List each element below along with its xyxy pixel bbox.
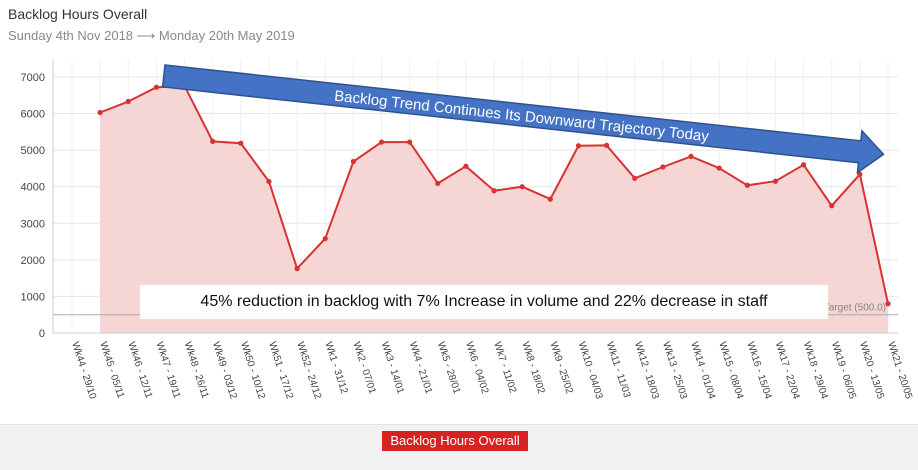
x-tick-label: Wk14 - 01/04 xyxy=(688,341,717,401)
x-tick-label: Wk16 - 15/04 xyxy=(744,341,773,401)
data-point xyxy=(350,158,356,165)
data-point xyxy=(491,188,497,194)
x-tick-label: Wk5 - 28/01 xyxy=(435,341,462,396)
y-tick-label: 0 xyxy=(39,328,45,340)
data-point xyxy=(210,138,216,144)
x-tick-label: Wk51 - 17/12 xyxy=(266,341,295,401)
x-tick-label: Wk19 - 06/05 xyxy=(829,341,858,401)
data-point xyxy=(266,178,272,185)
chart-title: Backlog Hours Overall xyxy=(8,6,148,22)
x-tick-label: Wk4 - 21/01 xyxy=(407,341,434,396)
x-tick-label: Wk3 - 14/01 xyxy=(379,341,406,396)
x-tick-label: Wk7 - 11/02 xyxy=(491,341,518,395)
target-label: Target (500.0) xyxy=(824,303,886,314)
trend-arrow: Backlog Trend Continues Its Downward Tra… xyxy=(161,64,885,175)
series-area xyxy=(100,86,889,333)
data-point xyxy=(294,266,300,272)
trend-arrow-shape xyxy=(161,64,885,175)
x-tick-label: Wk18 - 29/04 xyxy=(801,341,830,401)
x-tick-label: Wk52 - 24/12 xyxy=(294,341,323,401)
data-point xyxy=(463,163,469,169)
data-point xyxy=(97,109,103,116)
data-point xyxy=(885,301,891,307)
y-tick-label: 5000 xyxy=(21,145,45,157)
x-tick-label: Wk50 - 10/12 xyxy=(238,341,267,401)
summary-note: 45% reduction in backlog with 7% Increas… xyxy=(140,285,828,319)
data-point xyxy=(153,84,160,90)
y-axis: 0 1000 2000 3000 4000 5000 6000 7000 xyxy=(21,59,54,340)
y-tick-label: 3000 xyxy=(21,218,45,230)
data-point xyxy=(716,165,722,171)
data-point xyxy=(772,178,779,184)
x-tick-label: Wk6 - 04/02 xyxy=(463,341,490,396)
y-tick-label: 2000 xyxy=(21,255,45,267)
x-tick-label: Wk46 - 12/11 xyxy=(125,341,154,401)
x-tick-label: Wk10 - 04/03 xyxy=(576,341,605,401)
data-point xyxy=(744,182,750,188)
y-tick-label: 1000 xyxy=(21,291,45,303)
x-tick-label: Wk1 - 31/12 xyxy=(322,341,349,396)
x-tick-label: Wk20 - 13/05 xyxy=(857,341,886,401)
x-tick-label: Wk49 - 03/12 xyxy=(210,341,239,401)
data-point xyxy=(632,175,638,181)
data-point xyxy=(519,184,525,190)
x-tick-label: Wk47 - 19/11 xyxy=(154,341,183,401)
footer-chart-button[interactable]: Backlog Hours Overall xyxy=(382,431,528,451)
data-point xyxy=(575,143,582,149)
data-point xyxy=(829,203,835,209)
x-tick-label: Wk12 - 18/03 xyxy=(632,341,661,401)
data-point xyxy=(435,180,441,187)
x-tick-label: Wk17 - 22/04 xyxy=(773,341,802,401)
x-tick-label: Wk8 - 18/02 xyxy=(519,341,546,396)
data-point xyxy=(322,236,328,242)
data-point xyxy=(604,142,610,148)
data-point xyxy=(800,162,807,168)
data-point xyxy=(660,164,666,170)
data-point xyxy=(547,196,553,202)
x-tick-label: Wk44 - 29/10 xyxy=(69,341,98,401)
backlog-area-chart: 0 1000 2000 3000 4000 5000 6000 7000 Wk44 - 29/… xyxy=(21,59,914,401)
x-tick-label: Wk9 - 25/02 xyxy=(547,341,574,396)
y-tick-label: 6000 xyxy=(21,109,45,121)
x-axis: Wk44 - 29/10 Wk45 - 05/11 Wk46 - 12/11 Wk47… xyxy=(53,332,914,401)
data-point xyxy=(238,140,244,146)
x-tick-label: Wk11 - 11/03 xyxy=(604,341,633,400)
data-point xyxy=(407,139,413,145)
data-point xyxy=(378,139,385,145)
x-tick-label: Wk13 - 25/03 xyxy=(660,341,689,401)
data-point xyxy=(688,153,694,159)
chart-header: Backlog Hours Overall Sunday 4th Nov 201… xyxy=(8,6,295,44)
x-tick-label: Wk2 - 07/01 xyxy=(351,341,378,396)
y-tick-label: 4000 xyxy=(21,182,45,194)
data-point xyxy=(857,171,863,177)
x-tick-label: Wk48 - 26/11 xyxy=(182,341,211,401)
data-point xyxy=(125,98,131,105)
x-tick-label: Wk45 - 05/11 xyxy=(97,341,126,401)
date-range-subtitle: Sunday 4th Nov 2018 ⟶ Monday 20th May 20… xyxy=(8,28,295,43)
x-tick-label: Wk21 - 20/05 xyxy=(885,341,914,401)
x-tick-label: Wk15 - 08/04 xyxy=(716,341,745,401)
y-tick-label: 7000 xyxy=(21,72,45,84)
